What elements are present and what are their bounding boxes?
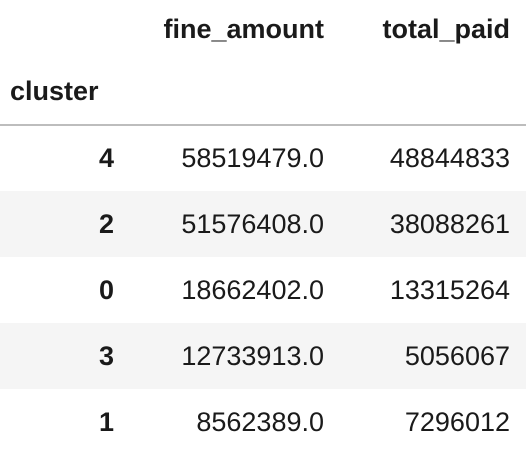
column-header-total-paid: total_paid	[382, 13, 510, 44]
cell-total-paid: 48844833	[389, 143, 510, 173]
row-index: 4	[98, 143, 114, 173]
table-row: 4 58519479.0 48844833	[0, 125, 526, 191]
column-header-row: fine_amount total_paid	[0, 0, 526, 58]
cell-fine-amount: 18662402.0	[181, 274, 324, 305]
cell-total-paid: 13315264	[389, 274, 510, 305]
cell-fine-amount: 8562389.0	[196, 406, 324, 437]
cell-total-paid: 5056067	[404, 340, 510, 371]
table-body: 4 58519479.0 48844833 2 51576408.0 38088…	[0, 125, 526, 455]
header-blank-cell	[0, 0, 130, 58]
index-name-row: cluster	[0, 58, 526, 126]
index-row-blank-cell	[340, 58, 526, 126]
cell-fine-amount: 58519479.0	[181, 143, 324, 173]
index-row-blank-cell	[130, 58, 340, 126]
table-row: 1 8562389.0 7296012	[0, 389, 526, 455]
row-index: 3	[98, 340, 114, 371]
cell-fine-amount: 51576408.0	[181, 208, 324, 239]
table-header: fine_amount total_paid cluster	[0, 0, 526, 126]
table-row: 2 51576408.0 38088261	[0, 191, 526, 257]
row-index: 1	[98, 406, 114, 437]
cell-total-paid: 7296012	[404, 406, 510, 437]
index-name-header: cluster	[0, 58, 130, 126]
row-index: 0	[98, 274, 114, 305]
table-row: 0 18662402.0 13315264	[0, 257, 526, 323]
row-index: 2	[98, 208, 114, 239]
cell-fine-amount: 12733913.0	[181, 340, 324, 371]
column-header-fine-amount: fine_amount	[163, 13, 324, 44]
table-row: 3 12733913.0 5056067	[0, 323, 526, 389]
cell-total-paid: 38088261	[389, 208, 510, 239]
